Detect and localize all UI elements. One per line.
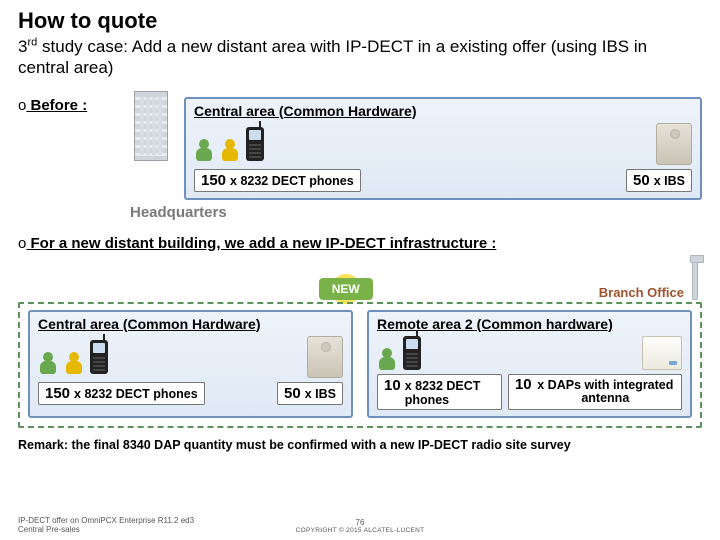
central-panel-after: Central area (Common Hardware) 150 x 823… <box>28 310 353 418</box>
building-icon <box>134 91 168 161</box>
user-icon <box>194 139 214 161</box>
page-title: How to quote <box>18 8 702 34</box>
new-badge: NEW <box>319 278 373 300</box>
remote-title: Remote area 2 (Common hardware) <box>377 316 682 332</box>
central-title: Central area (Common Hardware) <box>194 103 692 119</box>
bullet-fornew: o For a new distant building, we add a n… <box>18 235 702 252</box>
bullet-before: o Before : <box>18 97 118 114</box>
central-title-after: Central area (Common Hardware) <box>38 316 343 332</box>
headquarters-label: Headquarters <box>130 204 702 221</box>
phones-count: 150 x 8232 DECT phones <box>194 169 361 192</box>
ibs-icon <box>656 123 692 165</box>
user-icon <box>64 352 84 374</box>
phones-count: 150 x 8232 DECT phones <box>38 382 205 405</box>
ibs-count: 50 x IBS <box>277 382 343 405</box>
page-subtitle: 3rd study case: Add a new distant area w… <box>18 36 702 79</box>
ibs-count: 50 x IBS <box>626 169 692 192</box>
footer-page: 76 <box>296 518 425 527</box>
slide-footer: IP-DECT offer on OmniPCX Enterprise R11.… <box>18 516 702 534</box>
remark-text: Remark: the final 8340 DAP quantity must… <box>18 438 702 452</box>
central-panel-before: Central area (Common Hardware) 150 x 823… <box>184 97 702 200</box>
remote-phones-count: 10 x 8232 DECT phones <box>377 374 502 410</box>
branch-office-box: Central area (Common Hardware) 150 x 823… <box>18 302 702 428</box>
footer-left2: Central Pre-sales <box>18 525 194 534</box>
phone-icon <box>403 336 421 370</box>
user-icon <box>220 139 240 161</box>
footer-copyright: COPYRIGHT © 2015 ALCATEL-LUCENT <box>296 527 425 534</box>
antenna-pole-icon <box>692 260 698 300</box>
dap-icon <box>642 336 682 370</box>
phone-icon <box>90 340 108 374</box>
dap-count: 10 x DAPs with integrated antenna <box>508 374 682 410</box>
ibs-icon <box>307 336 343 378</box>
user-icon <box>38 352 58 374</box>
branch-office-label: Branch Office <box>599 285 684 300</box>
remote-panel: Remote area 2 (Common hardware) 10 x 823… <box>367 310 692 418</box>
footer-left1: IP-DECT offer on OmniPCX Enterprise R11.… <box>18 516 194 525</box>
user-icon <box>377 348 397 370</box>
phone-icon <box>246 127 264 161</box>
